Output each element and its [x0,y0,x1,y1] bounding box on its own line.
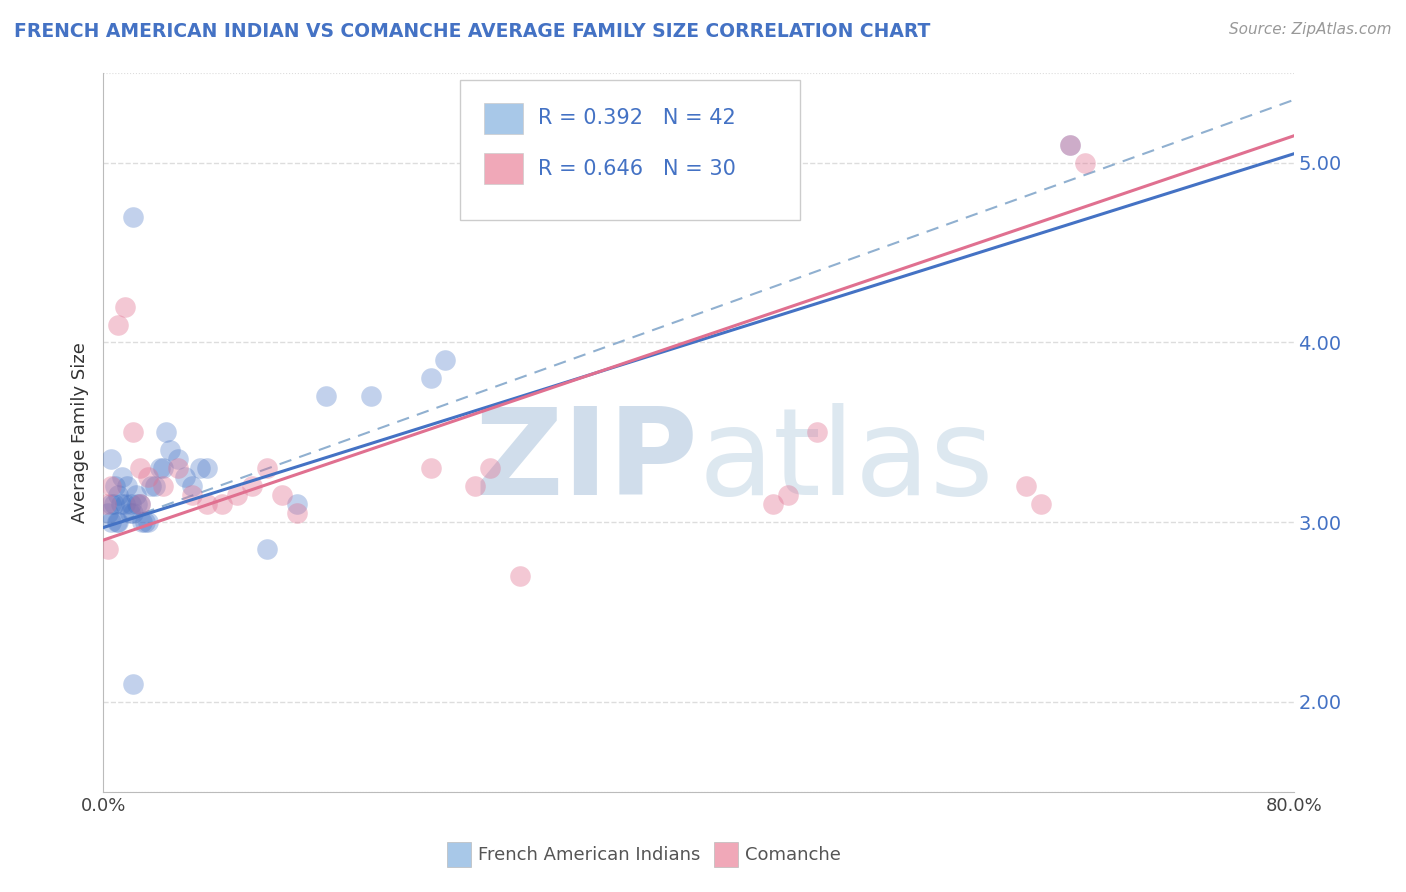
Point [315,389,337,403]
Text: ZIP: ZIP [475,402,699,519]
Point [136,470,159,484]
Point [94,497,117,511]
Point [129,497,152,511]
FancyBboxPatch shape [460,80,800,220]
Point [107,515,129,529]
Point [166,461,188,475]
Point [100,497,122,511]
Point [110,497,132,511]
Point [122,506,145,520]
Point [434,353,457,368]
Point [256,542,278,557]
Point [100,479,122,493]
Point [122,210,145,224]
Point [256,461,278,475]
Point [129,461,152,475]
Point [509,569,531,583]
Point [360,389,382,403]
Point [1015,479,1038,493]
Point [103,497,125,511]
Point [806,425,828,440]
Point [131,515,153,529]
Point [136,515,159,529]
Point [122,425,145,440]
Point [139,479,162,493]
Point [97,542,120,557]
Point [285,497,308,511]
Point [129,497,152,511]
Point [127,497,149,511]
Point [125,488,148,502]
Point [104,479,127,493]
Point [111,470,134,484]
Point [285,506,308,520]
Text: Source: ZipAtlas.com: Source: ZipAtlas.com [1229,22,1392,37]
Point [122,677,145,691]
Point [762,497,785,511]
Point [134,515,156,529]
Point [115,479,138,493]
Point [159,443,181,458]
Point [107,318,129,332]
Point [100,452,122,467]
Point [107,488,129,502]
Point [114,300,136,314]
Point [270,488,292,502]
Point [240,479,263,493]
Text: R = 0.646   N = 30: R = 0.646 N = 30 [537,159,735,178]
Point [155,425,177,440]
Point [776,488,799,502]
Point [166,452,188,467]
Text: Comanche: Comanche [745,846,841,863]
Point [1029,497,1052,511]
Point [479,461,502,475]
Text: atlas: atlas [699,402,994,519]
Point [181,488,204,502]
Point [120,497,142,511]
Point [97,506,120,520]
Point [1059,137,1081,152]
Point [143,479,166,493]
Point [149,461,172,475]
Text: French American Indians: French American Indians [478,846,700,863]
Point [152,479,174,493]
Text: FRENCH AMERICAN INDIAN VS COMANCHE AVERAGE FAMILY SIZE CORRELATION CHART: FRENCH AMERICAN INDIAN VS COMANCHE AVERA… [14,22,931,41]
FancyBboxPatch shape [484,103,523,134]
Text: R = 0.392   N = 42: R = 0.392 N = 42 [537,108,735,128]
Point [188,461,211,475]
Y-axis label: Average Family Size: Average Family Size [72,342,89,523]
Point [195,461,218,475]
FancyBboxPatch shape [484,153,523,185]
Point [152,461,174,475]
Point [114,497,136,511]
Point [118,506,141,520]
Point [226,488,249,502]
Point [211,497,233,511]
Point [195,497,218,511]
Point [105,515,128,529]
Point [181,479,204,493]
Point [1059,137,1081,152]
Point [419,461,441,475]
Point [100,515,122,529]
Point [464,479,486,493]
Point [419,371,441,385]
Point [174,470,197,484]
Point [1074,156,1097,170]
